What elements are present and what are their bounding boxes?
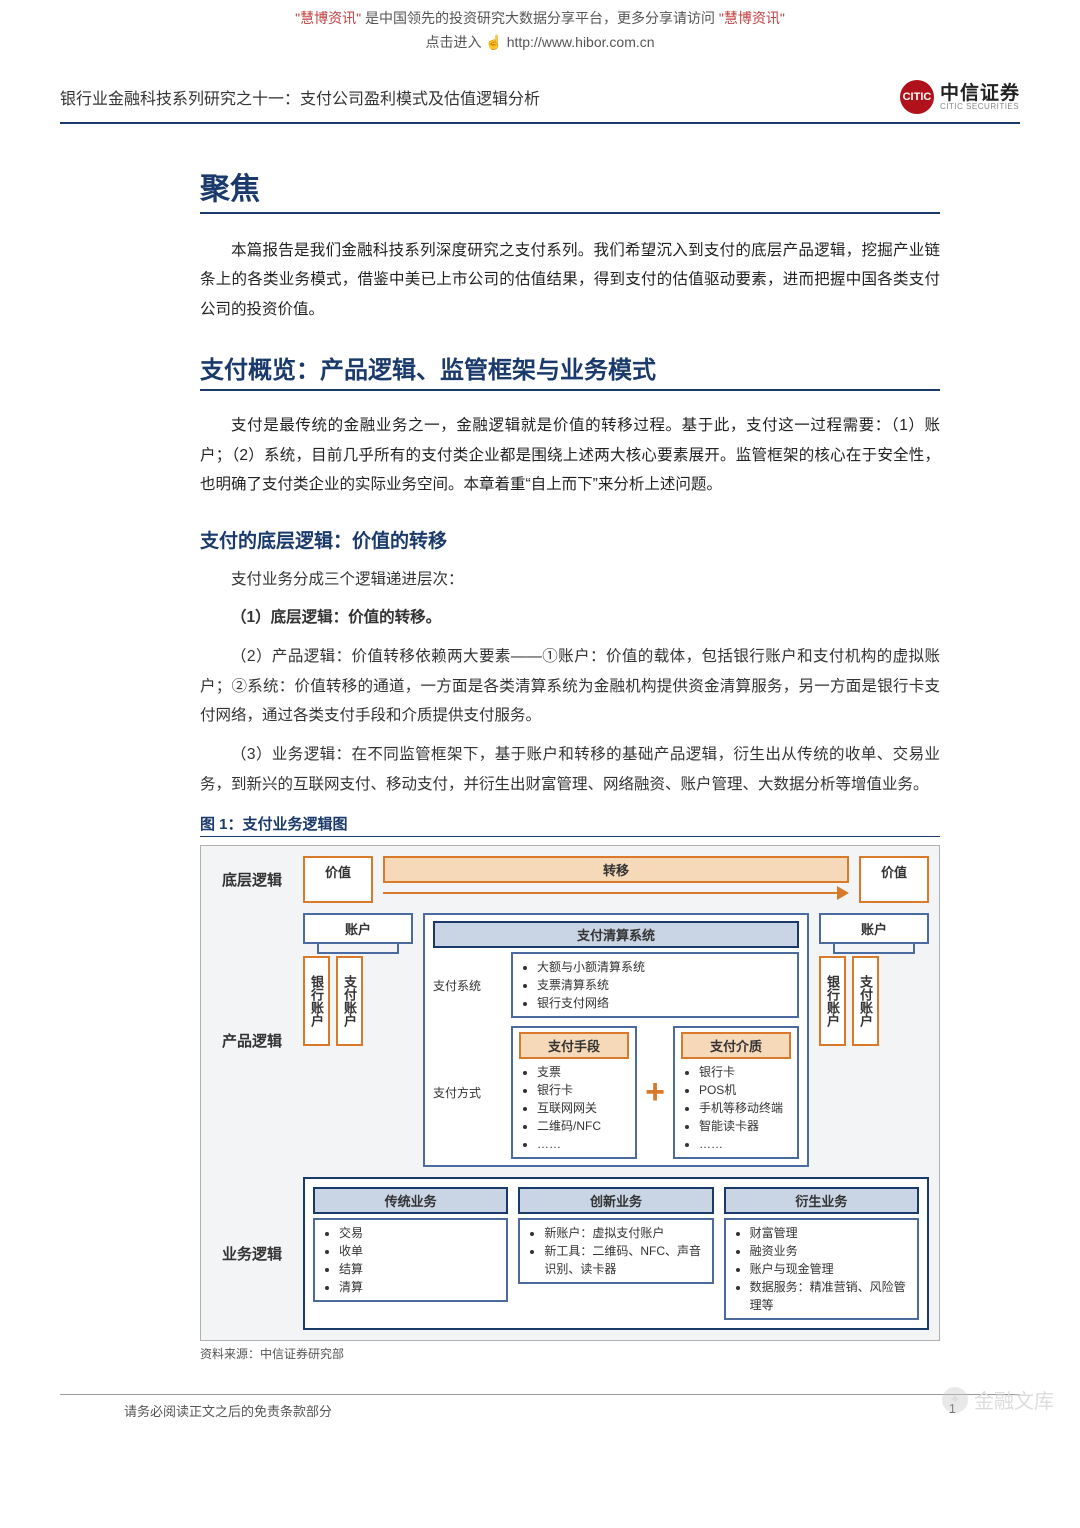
top-banner: "慧博资讯" 是中国领先的投资研究大数据分享平台，更多分享请访问 "慧博资讯" [0,0,1080,32]
biz-new-box: 创新业务 新账户：虚拟支付账户新工具：二维码、NFC、声音识别、读卡器 [518,1187,713,1320]
list-item-1: （1）底层逻辑：价值的转移。 [200,603,940,632]
connector-left [317,944,399,954]
list-item: 收单 [339,1242,500,1260]
biz-trad-box: 传统业务 交易收单结算清算 [313,1187,508,1320]
biz-trad-title: 传统业务 [313,1187,508,1214]
list-item: 财富管理 [750,1224,911,1242]
medium-title: 支付介质 [681,1032,791,1059]
diagram-row-3: 业务逻辑 传统业务 交易收单结算清算 创新业务 新账户：虚拟支付账户新工具：二维… [211,1177,929,1330]
account-box-left: 账户 [303,913,413,944]
list-item: 新账户：虚拟支付账户 [544,1224,705,1242]
row-label-3: 业务逻辑 [211,1177,293,1330]
list-item: 银行卡 [537,1081,629,1099]
list-item-2: （2）产品逻辑：价值转移依赖两大要素——①账户：价值的载体，包括银行账户和支付机… [200,642,940,730]
h2-separator [200,389,940,391]
brand-logo-icon: CITIC [900,80,934,114]
row-label-2: 产品逻辑 [211,913,293,1167]
pay-method-label: 支付方式 [433,1026,503,1159]
banner-brand-left: "慧博资讯" [295,10,361,26]
list-item: 融资业务 [750,1242,911,1260]
biz-new-title: 创新业务 [518,1187,713,1214]
clearing-title: 支付清算系统 [433,921,799,948]
list-item: 支票 [537,1063,629,1081]
brand-block: CITIC 中信证券 CITIC SECURITIES [900,80,1020,114]
biz-der-box: 衍生业务 财富管理融资业务账户与现金管理数据服务：精准营销、风险管理等 [724,1187,919,1320]
list-item: …… [537,1135,629,1153]
medium-box: 支付介质 银行卡POS机手机等移动终端智能读卡器…… [673,1026,799,1159]
banner-brand-right: "慧博资讯" [719,10,785,26]
list-item: …… [699,1135,791,1153]
account-box-right: 账户 [819,913,929,944]
list-item: 新工具：二维码、NFC、声音识别、读卡器 [544,1242,705,1278]
document-title: 银行业金融科技系列研究之十一：支付公司盈利模式及估值逻辑分析 [60,85,540,109]
list-item: 大额与小额清算系统 [537,958,791,976]
biz-der-title: 衍生业务 [724,1187,919,1214]
system-items-box: 大额与小额清算系统支票清算系统银行支付网络 [511,952,799,1018]
figure-title-sep [200,836,940,837]
watermark-text: 金融文库 [974,1385,1054,1414]
bank-acct-left: 银行账户 [303,956,330,1046]
value-box-left: 价值 [303,856,373,903]
wechat-icon: ✦ [942,1387,968,1413]
intro-paragraph: 本篇报告是我们金融科技系列深度研究之支付系列。我们希望沉入到支付的底层产品逻辑，… [200,236,940,324]
list-item: 账户与现金管理 [750,1260,911,1278]
content-area: 聚焦 本篇报告是我们金融科技系列深度研究之支付系列。我们希望沉入到支付的底层产品… [0,124,1080,1372]
list-item: 智能读卡器 [699,1117,791,1135]
brand-en: CITIC SECURITIES [940,103,1020,111]
list-item: 结算 [339,1260,500,1278]
footer-disclaimer: 请务必阅读正文之后的免责条款部分 [124,1401,332,1420]
plus-icon: + [641,1026,669,1159]
h1-separator [200,212,940,214]
section-h3: 支付的底层逻辑：价值的转移 [200,526,940,553]
page-footer: 请务必阅读正文之后的免责条款部分 1 [60,1394,1020,1426]
figure-source: 资料来源：中信证券研究部 [200,1345,940,1362]
means-title: 支付手段 [519,1032,629,1059]
figure-title: 图 1：支付业务逻辑图 [200,813,940,834]
means-box: 支付手段 支票银行卡互联网网关二维码/NFC…… [511,1026,637,1159]
list-item-3: （3）业务逻辑：在不同监管框架下，基于账户和转移的基础产品逻辑，衍生出从传统的收… [200,740,940,799]
business-row-box: 传统业务 交易收单结算清算 创新业务 新账户：虚拟支付账户新工具：二维码、NFC… [303,1177,929,1330]
click-enter-label: 点击进入 [425,34,481,50]
diagram-row-2: 产品逻辑 账户 银行账户 支付账户 支付清算系统 支付系统 大额与小额清算系统支… [211,913,929,1167]
list-item: 银行支付网络 [537,994,791,1012]
list-item: 互联网网关 [537,1099,629,1117]
watermark: ✦ 金融文库 [942,1385,1054,1414]
list-item: 手机等移动终端 [699,1099,791,1117]
list-item: POS机 [699,1081,791,1099]
clearing-system-box: 支付清算系统 支付系统 大额与小额清算系统支票清算系统银行支付网络 支付方式 支… [423,913,809,1167]
list-item: 数据服务：精准营销、风险管理等 [750,1278,911,1314]
figure-diagram: 底层逻辑 价值 转移 价值 产品逻辑 账户 银行账户 支付账户 [200,845,940,1341]
banner-url[interactable]: http://www.hibor.com.cn [507,34,655,50]
pay-acct-left: 支付账户 [336,956,363,1046]
list-item: 清算 [339,1278,500,1296]
banner-text: 是中国领先的投资研究大数据分享平台，更多分享请访问 [365,10,715,26]
pay-acct-right: 支付账户 [852,956,879,1046]
diagram-row-1: 底层逻辑 价值 转移 价值 [211,856,929,903]
section-h2: 支付概览：产品逻辑、监管框架与业务模式 [200,350,940,385]
header-row: 银行业金融科技系列研究之十一：支付公司盈利模式及估值逻辑分析 CITIC 中信证… [0,62,1080,120]
list-item: 二维码/NFC [537,1117,629,1135]
pay-system-label: 支付系统 [433,952,503,1018]
arrow-icon [837,886,849,900]
transfer-box: 转移 [383,856,849,883]
bank-acct-right: 银行账户 [819,956,846,1046]
connector-right [833,944,915,954]
list-lead: 支付业务分成三个逻辑递进层次： [200,567,940,589]
list-item: 支票清算系统 [537,976,791,994]
cursor-icon: ☝ [485,34,502,50]
list-item: 交易 [339,1224,500,1242]
section-h1: 聚焦 [200,164,940,208]
brand-cn: 中信证券 [940,84,1020,103]
value-box-right: 价值 [859,856,929,903]
list-item: 银行卡 [699,1063,791,1081]
click-enter-row: 点击进入 ☝ http://www.hibor.com.cn [0,32,1080,62]
overview-paragraph: 支付是最传统的金融业务之一，金融逻辑就是价值的转移过程。基于此，支付这一过程需要… [200,411,940,499]
row-label-1: 底层逻辑 [211,856,293,903]
